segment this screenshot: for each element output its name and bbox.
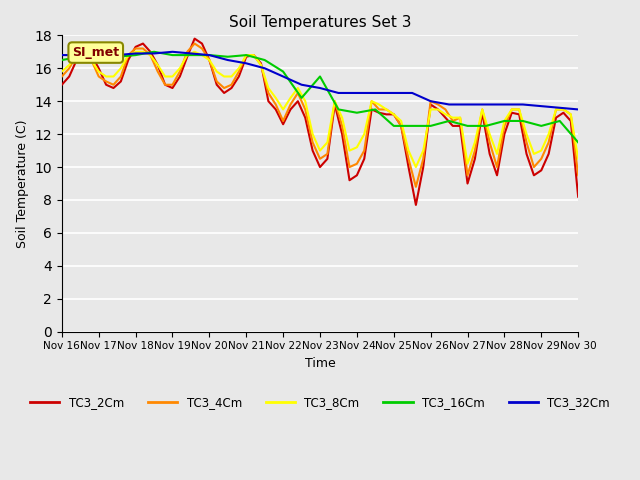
Legend: TC3_2Cm, TC3_4Cm, TC3_8Cm, TC3_16Cm, TC3_32Cm: TC3_2Cm, TC3_4Cm, TC3_8Cm, TC3_16Cm, TC3… xyxy=(25,391,615,413)
Text: SI_met: SI_met xyxy=(72,46,119,59)
Title: Soil Temperatures Set 3: Soil Temperatures Set 3 xyxy=(228,15,412,30)
Y-axis label: Soil Temperature (C): Soil Temperature (C) xyxy=(16,119,29,248)
X-axis label: Time: Time xyxy=(305,357,335,370)
